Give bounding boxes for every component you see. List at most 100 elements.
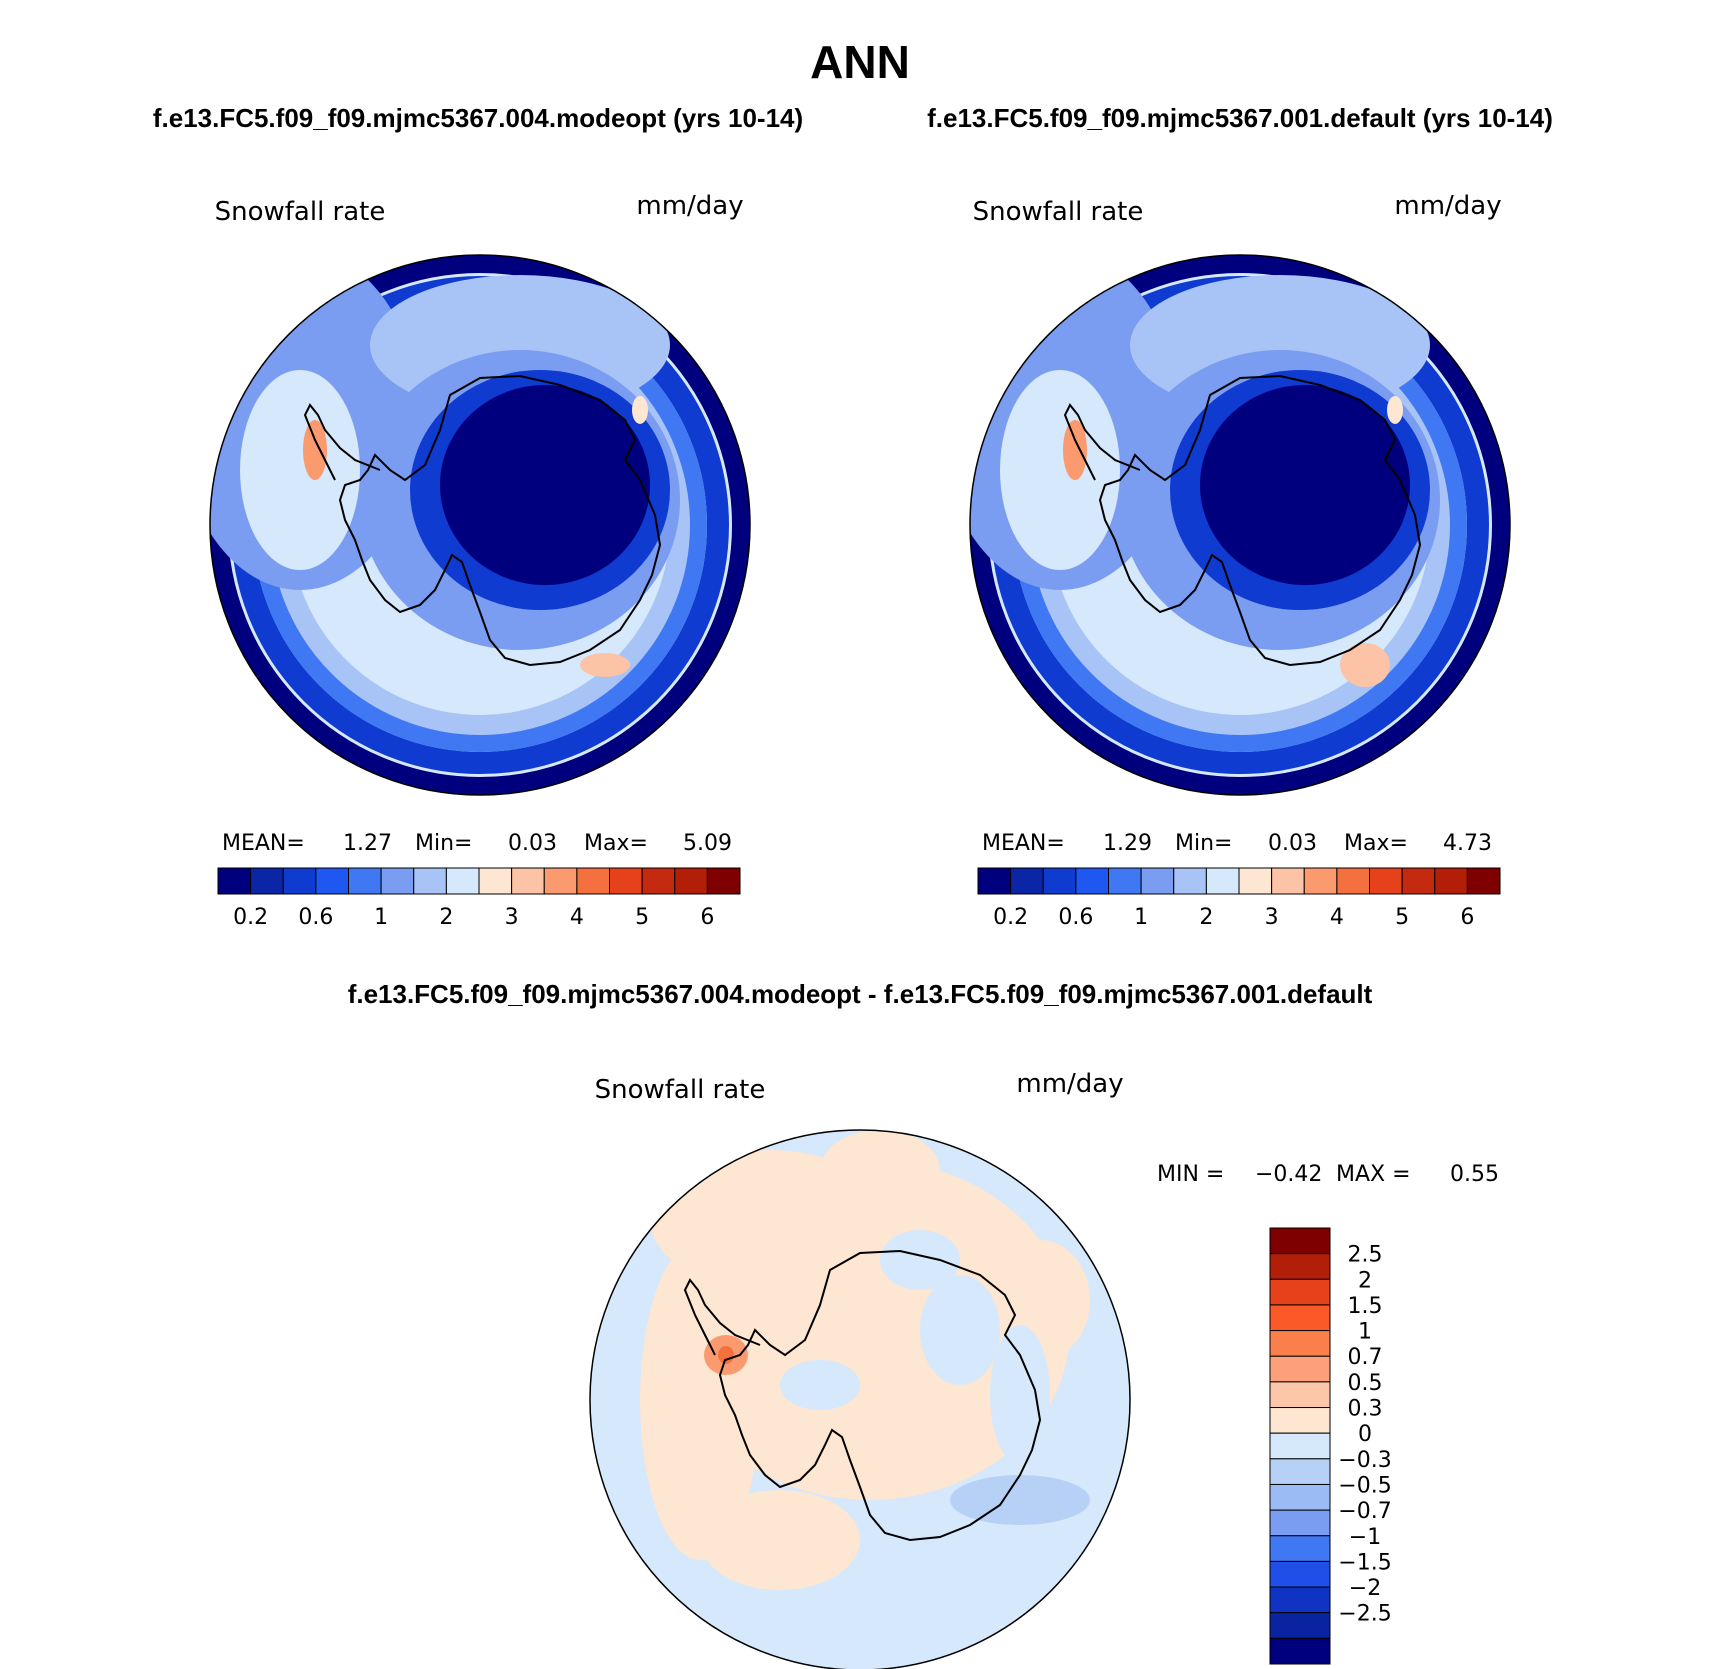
colorbar-swatch (977, 867, 1012, 895)
colorbar-swatch (1269, 1381, 1331, 1409)
colorbar-tick-label: 1 (374, 905, 388, 930)
colorbar-swatch (478, 867, 513, 895)
colorbar-swatch (576, 867, 610, 895)
map-boundary (969, 254, 1511, 796)
colorbar-tick-label: −0.5 (1338, 1473, 1391, 1498)
mean-label: MEAN= (222, 831, 305, 856)
colorbar-tick-label: 1.5 (1348, 1294, 1383, 1319)
colorbar-swatch (1269, 1612, 1331, 1639)
colorbar-b-ticks: 0.2 0.6 1 2 3 4 5 6 (993, 905, 1474, 930)
colorbar-swatch (1269, 1278, 1331, 1306)
colorbar-tick-label: 6 (1460, 905, 1474, 930)
colorbar-swatch (674, 867, 708, 895)
colorbar-swatch (1205, 867, 1240, 895)
units-label: mm/day (636, 191, 743, 221)
colorbar-swatch (706, 867, 741, 895)
colorbar-swatch (641, 867, 676, 895)
colorbar-tick-label: 5 (635, 905, 649, 930)
colorbar-tick-label: −1.5 (1338, 1550, 1391, 1575)
colorbar-swatch (1173, 867, 1207, 895)
figure-title: ANN (810, 36, 910, 88)
colorbar-swatch (609, 867, 643, 895)
colorbar-tick-label: 0.2 (993, 905, 1028, 930)
map-panel-diff: Snowfall rate mm/day MIN = −0.42 MAX = 0… (589, 1069, 1499, 1669)
colorbar-swatch (1269, 1407, 1331, 1434)
colorbar-swatch (1269, 1458, 1331, 1485)
variable-label: Snowfall rate (973, 197, 1144, 227)
min-value: 0.03 (508, 831, 557, 856)
snowfall-diff-field (590, 1130, 1130, 1669)
mean-label: MEAN= (982, 831, 1065, 856)
peninsula-coastline (683, 1278, 761, 1356)
min-value: 0.03 (1268, 831, 1317, 856)
colorbar-tick-label: 0.6 (298, 905, 333, 930)
antarctica-coastline (338, 374, 662, 667)
diff-max-label: MAX = (1336, 1162, 1411, 1187)
colorbar-tick-label: 2 (439, 905, 453, 930)
colorbar-tick-label: 3 (505, 905, 519, 930)
case-a-title: f.e13.FC5.f09_f09.mjmc5367.004.modeopt (… (153, 103, 803, 133)
colorbar-swatch (1434, 867, 1468, 895)
colorbar-swatch (1336, 867, 1370, 895)
map-boundary (589, 1129, 1131, 1669)
colorbar-swatch (511, 867, 545, 895)
colorbar-swatch (543, 867, 578, 895)
max-value: 5.09 (683, 831, 732, 856)
colorbar-swatch (1269, 1483, 1331, 1511)
diff-min-value: −0.42 (1255, 1162, 1322, 1187)
colorbar-diff-ticks: 2.521.510.70.50.30−0.3−0.5−0.7−1−1.5−2−2… (1338, 1243, 1391, 1627)
colorbar-tick-label: 0.6 (1058, 905, 1093, 930)
colorbar-swatch (282, 867, 317, 895)
colorbar-swatch (1269, 1637, 1331, 1665)
snowfall-field-b (970, 255, 1510, 795)
variable-label: Snowfall rate (595, 1075, 766, 1105)
colorbar-swatch (1238, 867, 1273, 895)
max-label: Max= (1344, 831, 1408, 856)
colorbar-swatch (1140, 867, 1175, 895)
mean-value: 1.29 (1103, 831, 1152, 856)
colorbar-swatch (1269, 1355, 1331, 1383)
variable-label: Snowfall rate (215, 197, 386, 227)
colorbar-swatch (1269, 1509, 1331, 1537)
colorbar-swatch (1269, 1253, 1331, 1280)
colorbar-swatch (1401, 867, 1436, 895)
colorbar-tick-label: 1 (1358, 1320, 1372, 1345)
colorbar-swatch (250, 867, 284, 895)
colorbar-swatch (1269, 1330, 1331, 1357)
colorbar-tick-label: 3 (1265, 905, 1279, 930)
colorbar-swatch (413, 867, 447, 895)
map-panel-a: Snowfall rate mm/day 0.2 0.6 1 2 3 4 5 6 MEAN= … (210, 191, 750, 930)
map-panel-b: Snowfall rate mm/day 0.2 0.6 1 2 3 4 5 6 MEAN= … (970, 191, 1510, 930)
diff-min-label: MIN = (1157, 1162, 1224, 1187)
case-b-title: f.e13.FC5.f09_f09.mjmc5367.001.default (… (927, 103, 1553, 133)
colorbar-tick-label: 2 (1199, 905, 1213, 930)
colorbar-tick-label: 0.7 (1348, 1345, 1383, 1370)
diff-title: f.e13.FC5.f09_f09.mjmc5367.004.modeopt -… (348, 979, 1373, 1009)
colorbar-tick-label: −1 (1349, 1525, 1381, 1550)
units-label: mm/day (1016, 1069, 1123, 1099)
colorbar-tick-label: 0.2 (233, 905, 268, 930)
min-label: Min= (415, 831, 472, 856)
mean-value: 1.27 (343, 831, 392, 856)
colorbar-tick-label: −2.5 (1338, 1602, 1391, 1627)
colorbar-tick-label: 0 (1358, 1422, 1372, 1447)
colorbar-tick-label: 0.5 (1348, 1371, 1383, 1396)
colorbar-tick-label: 0.3 (1348, 1397, 1383, 1422)
colorbar-tick-label: −0.7 (1338, 1499, 1391, 1524)
colorbar-swatch (1269, 1586, 1331, 1614)
colorbar-swatch (380, 867, 415, 895)
antarctica-coastline (718, 1249, 1042, 1542)
min-label: Min= (1175, 831, 1232, 856)
colorbar-tick-label: 6 (700, 905, 714, 930)
colorbar-tick-label: −0.3 (1338, 1448, 1391, 1473)
colorbar-b-boxes (977, 867, 1501, 895)
diff-max-value: 0.55 (1450, 1162, 1499, 1187)
units-label: mm/day (1394, 191, 1501, 221)
colorbar-swatch (1466, 867, 1501, 895)
colorbar-swatch (1042, 867, 1077, 895)
max-value: 4.73 (1443, 831, 1492, 856)
colorbar-swatch (217, 867, 252, 895)
colorbar-tick-label: −2 (1349, 1576, 1381, 1601)
colorbar-swatch (1010, 867, 1044, 895)
